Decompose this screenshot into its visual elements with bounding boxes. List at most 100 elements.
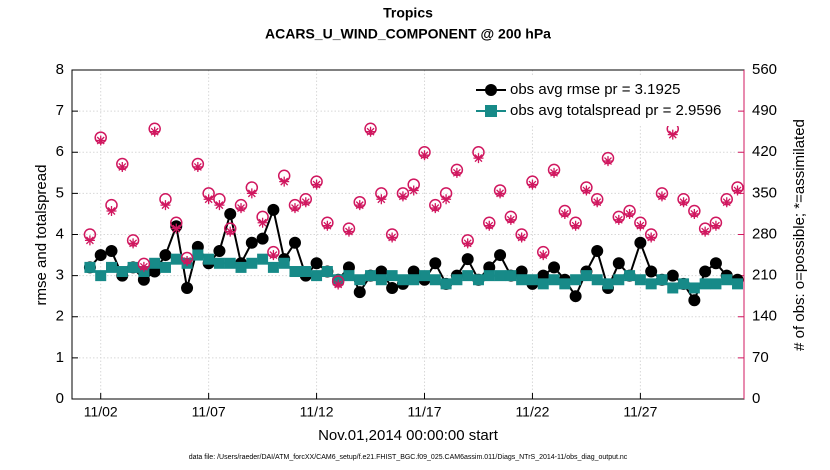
point <box>353 286 366 299</box>
x-tick-label: 11/12 <box>300 404 334 420</box>
point <box>484 220 495 231</box>
point <box>516 232 527 243</box>
legend-label: obs avg totalspread pr = 2.9596 <box>510 102 721 119</box>
point <box>245 236 258 249</box>
point <box>182 255 193 266</box>
point <box>408 274 420 286</box>
point <box>127 261 139 273</box>
series <box>83 122 744 288</box>
y2-tick-label: 70 <box>752 349 769 366</box>
point <box>559 208 570 219</box>
point <box>613 214 624 225</box>
point <box>689 208 700 219</box>
point <box>548 274 560 286</box>
point <box>549 167 560 178</box>
point <box>666 269 679 282</box>
y2-tick-label: 350 <box>752 184 777 201</box>
y-tick-label: 0 <box>56 390 64 407</box>
point <box>419 150 430 161</box>
point <box>591 274 603 286</box>
point <box>548 261 561 274</box>
point <box>667 282 679 294</box>
point <box>721 274 733 286</box>
point <box>473 153 484 164</box>
point <box>375 274 387 286</box>
point <box>170 253 182 265</box>
point <box>159 261 171 273</box>
point <box>397 274 409 286</box>
point <box>430 203 441 214</box>
y2-tick-label: 420 <box>752 143 777 160</box>
point <box>700 226 711 237</box>
point <box>495 188 506 199</box>
point <box>580 270 592 282</box>
chart-title: Tropics <box>383 5 433 21</box>
point <box>440 278 452 290</box>
y-tick-label: 4 <box>56 225 64 242</box>
point <box>149 257 161 269</box>
point <box>246 257 258 269</box>
point <box>451 274 463 286</box>
point <box>429 257 442 270</box>
y-axis-label: rmse and totalspread <box>33 165 50 306</box>
point <box>732 185 743 196</box>
point <box>257 253 269 265</box>
point <box>441 194 452 205</box>
point <box>95 270 107 282</box>
point <box>181 281 194 294</box>
y2-tick-label: 490 <box>752 102 777 119</box>
point <box>645 278 657 290</box>
point <box>106 261 118 273</box>
point <box>505 214 516 225</box>
y-tick-label: 7 <box>56 102 64 119</box>
point <box>483 270 495 282</box>
point <box>634 274 646 286</box>
point <box>559 278 571 290</box>
point <box>322 220 333 231</box>
point <box>538 250 549 261</box>
point <box>667 129 678 140</box>
point <box>526 274 538 286</box>
point <box>192 249 204 261</box>
point <box>634 236 647 249</box>
point <box>288 236 301 249</box>
point <box>570 274 582 286</box>
footnote: data file: /Users/raeder/DAI/ATM_forcXX/… <box>189 454 628 461</box>
point <box>710 278 722 290</box>
point <box>311 270 323 282</box>
point <box>386 270 398 282</box>
point <box>159 249 172 262</box>
point <box>354 200 365 211</box>
x-tick-label: 11/27 <box>623 404 657 420</box>
x-tick-label: 11/22 <box>515 404 549 420</box>
point <box>397 191 408 202</box>
point <box>214 200 225 211</box>
point <box>192 161 203 172</box>
point <box>429 274 441 286</box>
point <box>213 257 225 269</box>
point <box>84 235 95 246</box>
point <box>569 290 582 303</box>
point <box>225 226 236 237</box>
x-tick-label: 11/07 <box>192 404 226 420</box>
point <box>656 191 667 202</box>
point <box>106 206 117 216</box>
y2-tick-label: 560 <box>752 61 777 78</box>
point <box>505 270 517 282</box>
point <box>612 257 625 270</box>
y-tick-label: 8 <box>56 61 64 78</box>
point <box>527 179 538 190</box>
point <box>213 244 226 257</box>
point <box>591 244 604 257</box>
point <box>224 257 236 269</box>
point <box>472 274 484 286</box>
chart-subtitle: ACARS_U_WIND_COMPONENT @ 200 hPa <box>265 26 551 42</box>
point <box>376 194 387 205</box>
point <box>613 274 625 286</box>
x-axis-label: Nov.01,2014 00:00:00 start <box>318 427 499 444</box>
y2-tick-label: 280 <box>752 225 777 242</box>
y2-tick-label: 0 <box>752 390 760 407</box>
point <box>279 176 290 187</box>
point <box>333 279 344 290</box>
point <box>516 274 528 286</box>
